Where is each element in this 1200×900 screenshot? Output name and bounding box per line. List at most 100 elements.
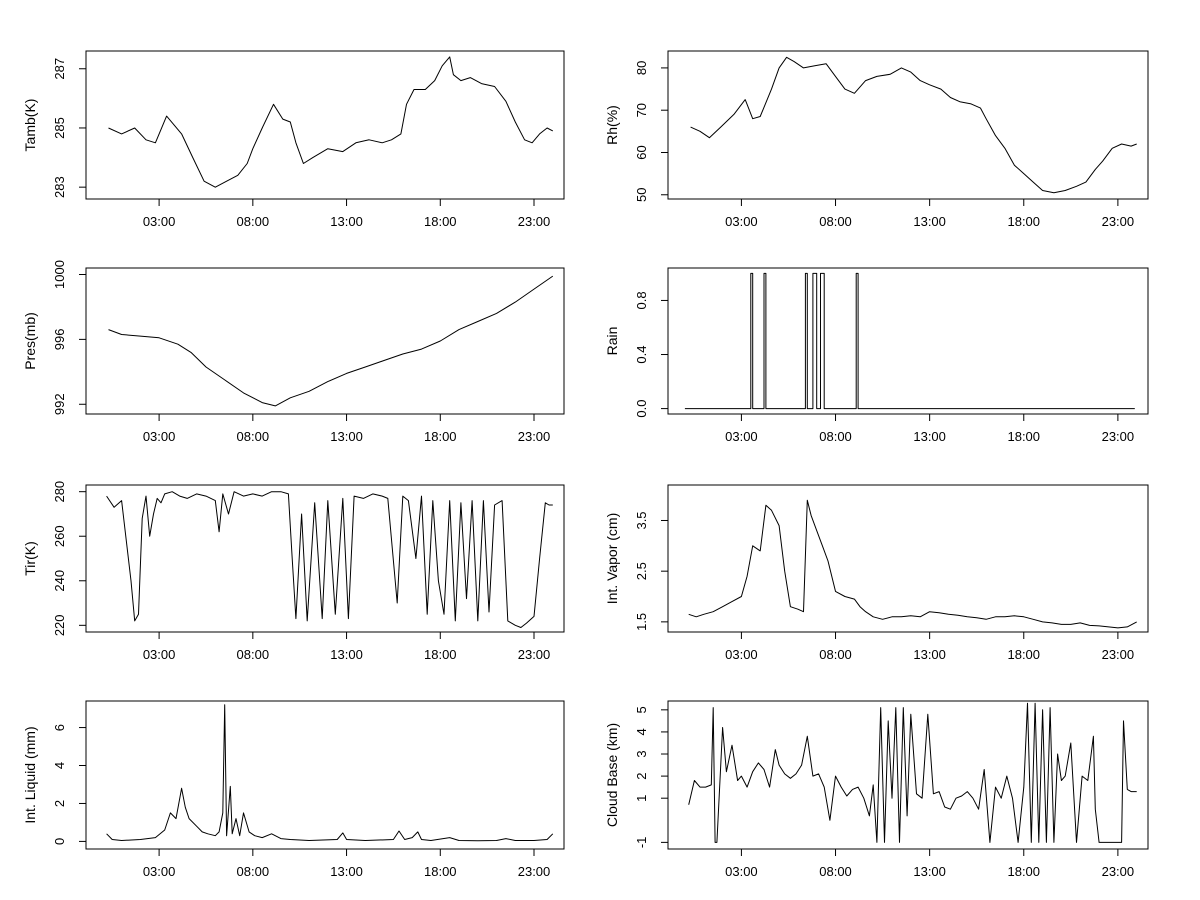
- x-tick-label: 23:00: [518, 214, 551, 229]
- y-tick-label: 80: [634, 61, 649, 75]
- series-line-0: [108, 56, 554, 188]
- y-tick-label: 0.4: [634, 345, 649, 363]
- x-tick-label: 08:00: [819, 864, 852, 879]
- x-tick-label: 08:00: [237, 647, 270, 662]
- y-tick-label: 1: [634, 795, 649, 802]
- x-tick-label: 18:00: [424, 214, 457, 229]
- y-tick-label: -1: [634, 837, 649, 849]
- y-tick-label: 0.0: [634, 400, 649, 418]
- x-tick-label: 18:00: [1007, 429, 1040, 444]
- chart-panel-5: 03:00 08:00 13:00 18:00 23:00 1.5 2.5 3.5 Int. V…: [604, 484, 1149, 662]
- y-tick-label: 3: [634, 750, 649, 757]
- x-tick-label: 13:00: [913, 864, 946, 879]
- x-tick-label: 18:00: [424, 864, 457, 879]
- x-tick-label: 18:00: [424, 429, 457, 444]
- y-tick-label: 0.8: [634, 291, 649, 309]
- x-tick-label: 13:00: [330, 429, 363, 444]
- series-line-0: [108, 275, 554, 407]
- x-tick-label: 03:00: [725, 864, 758, 879]
- y-tick-label: 4: [634, 728, 649, 735]
- x-tick-label: 23:00: [1102, 214, 1135, 229]
- series-line-0: [688, 702, 1137, 843]
- chart-panel-7: 03:00 08:00 13:00 18:00 23:00 -1 1 2 3 4 5 Cloud Ba…: [604, 700, 1149, 879]
- x-tick-label: 23:00: [518, 864, 551, 879]
- series-line-0: [684, 272, 1135, 410]
- chart-panel-2: 03:00 08:00 13:00 18:00 23:00 992 996 1000 Pres(…: [22, 260, 565, 444]
- x-tick-label: 13:00: [913, 429, 946, 444]
- x-tick-label: 23:00: [1102, 864, 1135, 879]
- chart-panel-1: 03:00 08:00 13:00 18:00 23:00 50 60 70 80 Rh(%): [604, 50, 1149, 229]
- series-line-0: [106, 491, 553, 628]
- y-tick-label: 283: [52, 176, 67, 198]
- x-tick-label: 03:00: [725, 647, 758, 662]
- y-tick-label: 287: [52, 58, 67, 80]
- x-tick-label: 08:00: [819, 647, 852, 662]
- y-tick-label: 285: [52, 117, 67, 139]
- plot-frame: [667, 50, 1149, 200]
- y-axis-label: Int. Vapor (cm): [604, 513, 620, 605]
- y-tick-label: 1000: [52, 260, 67, 289]
- x-tick-label: 23:00: [1102, 647, 1135, 662]
- y-axis-label: Cloud Base (km): [604, 723, 620, 827]
- x-tick-label: 03:00: [725, 214, 758, 229]
- y-tick-label: 280: [52, 481, 67, 503]
- series-line-0: [690, 56, 1137, 194]
- x-tick-label: 08:00: [819, 214, 852, 229]
- x-tick-label: 08:00: [237, 429, 270, 444]
- y-tick-label: 220: [52, 614, 67, 636]
- plot-frame: [667, 484, 1149, 633]
- y-tick-label: 996: [52, 329, 67, 351]
- x-tick-label: 03:00: [143, 647, 176, 662]
- chart-panel-6: 03:00 08:00 13:00 18:00 23:00 0 2 4 6 Int. Liquid…: [22, 700, 565, 879]
- x-tick-label: 08:00: [237, 214, 270, 229]
- y-axis-label: Rh(%): [604, 105, 620, 145]
- x-tick-label: 03:00: [143, 864, 176, 879]
- x-tick-label: 13:00: [330, 647, 363, 662]
- x-tick-label: 13:00: [330, 214, 363, 229]
- x-tick-label: 23:00: [1102, 429, 1135, 444]
- x-tick-label: 13:00: [330, 864, 363, 879]
- y-tick-label: 1.5: [634, 613, 649, 631]
- x-tick-label: 08:00: [237, 864, 270, 879]
- plot-frame: [85, 700, 565, 850]
- x-tick-label: 18:00: [1007, 214, 1040, 229]
- x-tick-label: 23:00: [518, 429, 551, 444]
- x-tick-label: 13:00: [913, 214, 946, 229]
- series-line-0: [688, 499, 1137, 629]
- x-tick-label: 08:00: [819, 429, 852, 444]
- y-tick-label: 50: [634, 188, 649, 202]
- y-tick-label: 0: [52, 838, 67, 845]
- plot-frame: [85, 267, 565, 415]
- chart-panel-3: 03:00 08:00 13:00 18:00 23:00 0.0 0.4 0.8 Rain: [604, 267, 1149, 444]
- plot-frame: [85, 50, 565, 200]
- y-tick-label: 6: [52, 724, 67, 731]
- y-tick-label: 2.5: [634, 562, 649, 580]
- plot-frame: [667, 267, 1149, 415]
- y-tick-label: 2: [52, 800, 67, 807]
- y-axis-label: Pres(mb): [22, 312, 38, 370]
- y-tick-label: 4: [52, 762, 67, 769]
- x-tick-label: 18:00: [1007, 647, 1040, 662]
- x-tick-label: 13:00: [913, 647, 946, 662]
- y-tick-label: 3.5: [634, 511, 649, 529]
- chart-panel-0: 03:00 08:00 13:00 18:00 23:00 283 285 287 Tamb(K…: [22, 50, 565, 229]
- y-axis-label: Int. Liquid (mm): [22, 726, 38, 823]
- y-axis-label: Rain: [604, 327, 620, 356]
- y-axis-label: Tamb(K): [22, 99, 38, 152]
- x-tick-label: 18:00: [424, 647, 457, 662]
- chart-panel-4: 03:00 08:00 13:00 18:00 23:00 220 240 260 280 Tir…: [22, 481, 565, 662]
- y-tick-label: 2: [634, 772, 649, 779]
- series-line-0: [106, 704, 554, 842]
- y-tick-label: 240: [52, 570, 67, 592]
- x-tick-label: 03:00: [143, 429, 176, 444]
- x-tick-label: 18:00: [1007, 864, 1040, 879]
- x-tick-label: 03:00: [725, 429, 758, 444]
- x-tick-label: 23:00: [518, 647, 551, 662]
- y-tick-label: 260: [52, 525, 67, 547]
- y-tick-label: 5: [634, 706, 649, 713]
- x-tick-label: 03:00: [143, 214, 176, 229]
- y-tick-label: 992: [52, 393, 67, 415]
- y-axis-label: Tir(K): [22, 541, 38, 575]
- y-tick-label: 60: [634, 145, 649, 159]
